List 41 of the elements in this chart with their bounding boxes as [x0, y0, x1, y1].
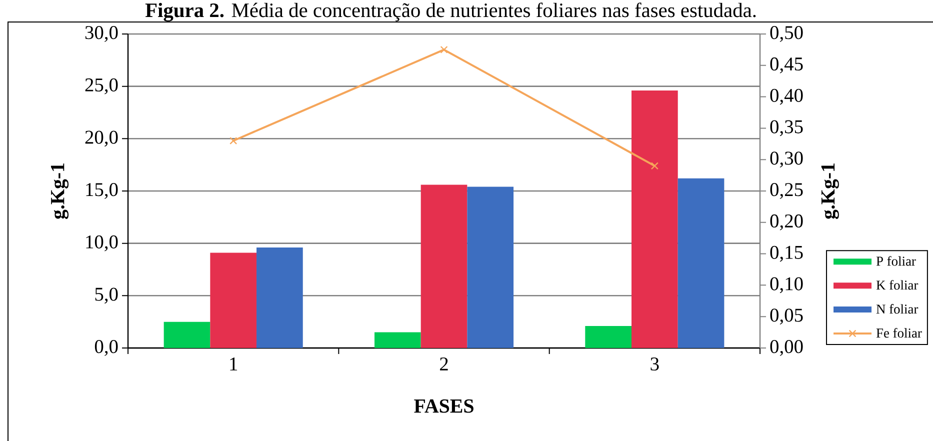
legend-label: K foliar [876, 280, 918, 290]
bar [632, 90, 678, 348]
point [440, 46, 448, 54]
x-axis-title: FASES [414, 399, 474, 413]
x-tick-label: 3 [650, 358, 659, 371]
y2-tick-label: 0,00 [770, 340, 803, 356]
x-tick-label: 1 [230, 358, 238, 370]
y2-tick-label: 0,20 [770, 214, 803, 230]
y2-axis-title: g.Kg-1 [821, 164, 839, 219]
y-tick-label: 25,0 [85, 78, 118, 94]
point [230, 136, 238, 145]
y2-tick-label: 0,40 [770, 88, 803, 105]
legend-label: Fe foliar [876, 328, 922, 338]
y-tick-label: 30,0 [85, 26, 118, 42]
y-axis-title: g.Kg-1 [50, 164, 69, 219]
bar [420, 184, 468, 348]
legend-label: N foliar [876, 304, 918, 314]
chart-title: Figura 2. Média de concentração de nutrientes foliares nas fases estudada. [145, 2, 756, 22]
bar [585, 326, 632, 348]
y2-tick-label: 0,45 [770, 57, 803, 74]
y2-tick-label: 0,10 [770, 277, 803, 294]
y2-tick-label: 0,05 [770, 308, 803, 325]
y-tick-label: 5,0 [95, 288, 118, 304]
y-tick-label: 10,0 [86, 235, 118, 252]
y2-tick-label: 0,25 [770, 183, 803, 199]
bar [210, 252, 257, 348]
bar [256, 248, 303, 348]
legend-label: P foliar [876, 256, 916, 266]
bar [678, 178, 724, 348]
y2-tick-label: 0,30 [770, 152, 803, 168]
y-tick-label: 15,0 [86, 183, 118, 199]
y2-tick-label: 0,35 [770, 120, 803, 136]
x-tick-label: 2 [440, 358, 448, 370]
point [650, 162, 658, 170]
bar [374, 332, 421, 348]
y2-tick-label: 0,50 [770, 26, 803, 42]
y-tick-label: 20,0 [85, 130, 118, 147]
y2-tick-label: 0,15 [770, 246, 803, 262]
y-tick-label: 0,0 [94, 340, 118, 356]
bar [467, 186, 514, 348]
bar [164, 322, 210, 348]
